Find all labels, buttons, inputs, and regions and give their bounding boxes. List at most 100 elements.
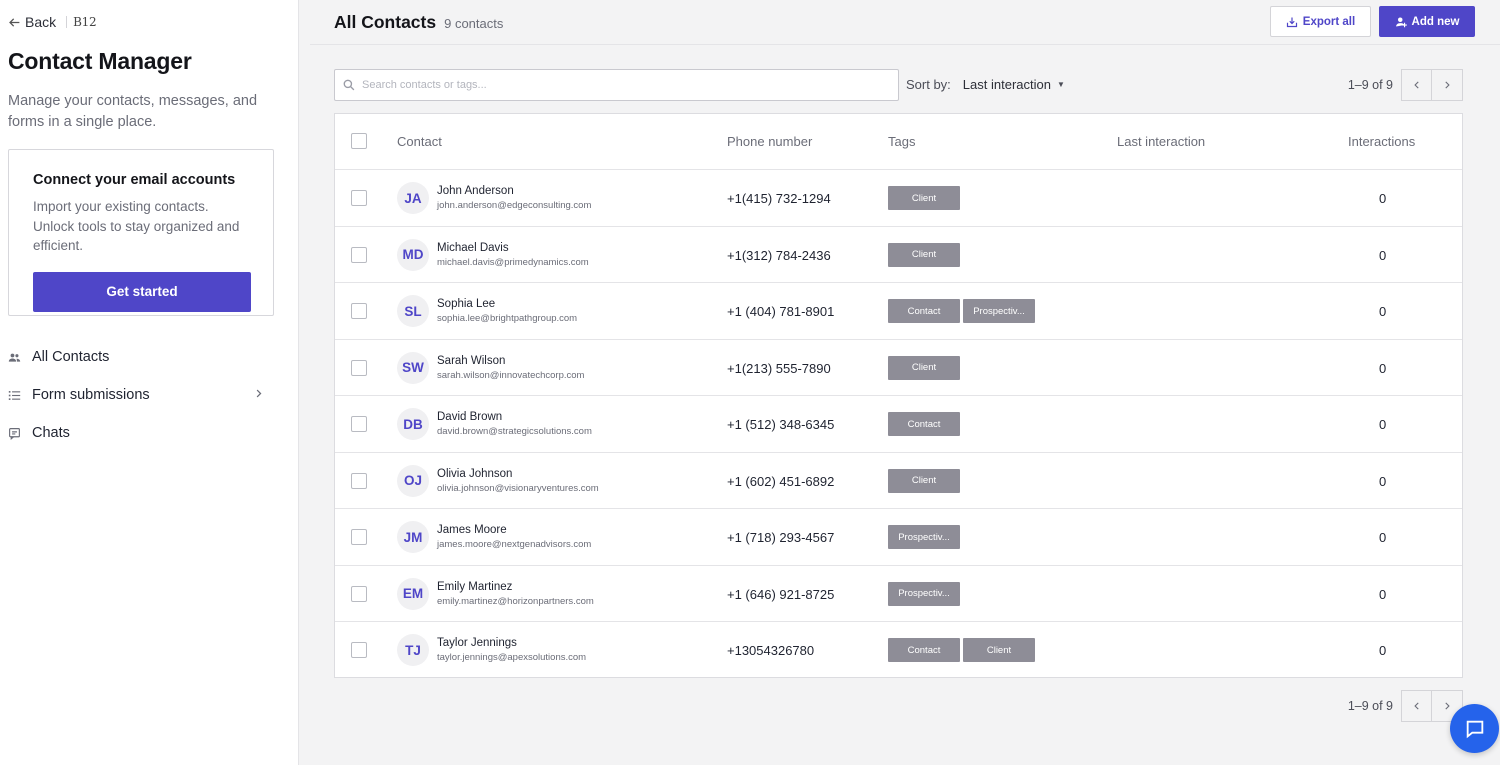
phone-number: +1 (602) 451-6892 <box>727 473 835 489</box>
contacts-table: Contact Phone number Tags Last interacti… <box>334 113 1463 678</box>
app-description: Manage your contacts, messages, and form… <box>8 93 258 130</box>
pagination-bottom: 1–9 of 9 <box>1348 690 1463 722</box>
tags-cell: Client <box>888 355 960 380</box>
interactions-count: 0 <box>1379 304 1387 319</box>
chat-widget-button[interactable] <box>1450 704 1499 753</box>
table-row[interactable]: MD Michael Davis michael.davis@primedynami… <box>335 227 1462 283</box>
contact-email: david.brown@strategicsolutions.com <box>437 426 592 437</box>
tag-badge[interactable]: Client <box>888 355 960 380</box>
select-all-checkbox[interactable] <box>351 133 367 149</box>
tag-badge[interactable]: Contact <box>888 638 960 662</box>
table-row[interactable]: SW Sarah Wilson sarah.wilson@innovatechcor… <box>335 340 1462 396</box>
search-input[interactable] <box>362 79 882 91</box>
contact-name[interactable]: Olivia Johnson <box>437 467 513 480</box>
sort-dropdown[interactable]: Last interaction <box>962 77 1051 92</box>
export-all-button[interactable]: Export all <box>1270 6 1371 37</box>
tag-badge[interactable]: Contact <box>888 299 960 323</box>
contact-name[interactable]: Taylor Jennings <box>437 637 517 649</box>
row-checkbox[interactable] <box>351 190 367 206</box>
contact-name[interactable]: Sophia Lee <box>437 298 496 310</box>
chevron-left-icon <box>1413 702 1419 710</box>
table-body: JA John Anderson john.anderson@edgeconsult… <box>335 170 1462 679</box>
column-header-last-interaction[interactable]: Last interaction <box>1117 134 1206 149</box>
tag-badge[interactable]: Client <box>888 468 960 493</box>
interactions-count: 0 <box>1379 473 1387 489</box>
avatar: MD <box>397 238 429 271</box>
avatar: JA <box>397 182 429 214</box>
export-icon <box>1286 16 1298 28</box>
avatar: JM <box>397 521 429 553</box>
tag-badge[interactable]: Client <box>888 186 960 210</box>
add-label: Add new <box>1411 15 1460 28</box>
row-checkbox[interactable] <box>351 303 367 319</box>
tag-badge[interactable]: Prospectiv... <box>888 581 960 606</box>
tag-badge[interactable]: Prospectiv... <box>963 299 1035 323</box>
tags-cell: Prospectiv... <box>888 525 960 549</box>
table-row[interactable]: SL Sophia Lee sophia.lee@brightpathgroup.c… <box>335 283 1462 340</box>
contact-name[interactable]: Sarah Wilson <box>437 354 506 367</box>
sidebar-item-chats[interactable]: Chats <box>0 414 298 452</box>
header-actions: Export all Add new <box>1270 6 1475 37</box>
tags-cell: Contact Prospectiv... <box>888 299 1035 323</box>
search-icon <box>343 79 355 91</box>
sidebar-item-label: Form submissions <box>32 387 150 403</box>
table-header: Contact Phone number Tags Last interacti… <box>335 114 1462 170</box>
contact-email: sophia.lee@brightpathgroup.com <box>437 313 578 324</box>
tags-cell: Client <box>888 186 960 210</box>
get-started-button[interactable]: Get started <box>33 271 251 312</box>
sort-label: Sort by: <box>906 77 951 92</box>
row-checkbox[interactable] <box>351 529 367 545</box>
phone-number: +1 (718) 293-4567 <box>727 530 835 545</box>
row-checkbox[interactable] <box>351 585 367 602</box>
interactions-count: 0 <box>1379 530 1387 545</box>
table-row[interactable]: TJ Taylor Jennings taylor.jennings@apexsol… <box>335 622 1462 679</box>
next-page-button[interactable] <box>1432 69 1463 101</box>
row-checkbox[interactable] <box>351 642 367 658</box>
phone-number: +1(312) 784-2436 <box>727 247 831 263</box>
chevron-left-icon <box>1413 81 1419 89</box>
export-label: Export all <box>1302 15 1356 28</box>
sidebar-item-form-submissions[interactable]: Form submissions <box>0 376 298 414</box>
interactions-count: 0 <box>1379 586 1387 602</box>
row-checkbox[interactable] <box>351 472 367 489</box>
column-header-contact[interactable]: Contact <box>397 134 442 149</box>
row-checkbox[interactable] <box>351 416 367 432</box>
column-header-interactions[interactable]: Interactions <box>1348 134 1416 149</box>
contact-name[interactable]: Michael Davis <box>437 241 509 254</box>
divider <box>66 16 68 28</box>
tag-badge[interactable]: Client <box>963 638 1035 662</box>
page-header: All Contacts 9 contacts Export all Add n… <box>310 0 1500 45</box>
interactions-count: 0 <box>1379 417 1387 432</box>
sidebar-item-all-contacts[interactable]: All Contacts <box>0 338 298 376</box>
tags-cell: Prospectiv... <box>888 581 960 606</box>
row-checkbox[interactable] <box>351 246 367 263</box>
table-row[interactable]: DB David Brown david.brown@strategicsoluti… <box>335 396 1462 453</box>
sidebar-top-bar: Back B12 <box>0 0 298 44</box>
table-row[interactable]: JM James Moore james.moore@nextgenadvisors… <box>335 509 1462 566</box>
chevron-right-icon <box>1445 702 1450 710</box>
column-header-tags[interactable]: Tags <box>888 134 916 149</box>
table-row[interactable]: JA John Anderson john.anderson@edgeconsult… <box>335 170 1462 227</box>
promo-title: Connect your email accounts <box>33 172 236 188</box>
contact-name[interactable]: Emily Martinez <box>437 580 513 593</box>
back-button[interactable]: Back <box>8 14 56 30</box>
tag-badge[interactable]: Prospectiv... <box>888 525 960 549</box>
tag-badge[interactable]: Client <box>888 242 960 267</box>
contact-name[interactable]: James Moore <box>437 524 507 536</box>
table-row[interactable]: EM Emily Martinez emily.martinez@horizonpa… <box>335 566 1462 622</box>
prev-page-button[interactable] <box>1401 690 1432 722</box>
sidebar: Back B12 Contact Manager Manage your con… <box>0 0 299 765</box>
tag-badge[interactable]: Contact <box>888 412 960 436</box>
row-checkbox[interactable] <box>351 359 367 376</box>
pagination-range: 1–9 of 9 <box>1347 78 1393 92</box>
phone-number: +1(213) 555-7890 <box>727 360 831 376</box>
column-header-phone[interactable]: Phone number <box>727 134 813 149</box>
contact-count: 9 contacts <box>444 16 504 31</box>
table-row[interactable]: OJ Olivia Johnson olivia.johnson@visionary… <box>335 453 1462 509</box>
prev-page-button[interactable] <box>1401 69 1432 101</box>
contact-name[interactable]: David Brown <box>437 411 503 423</box>
add-new-button[interactable]: Add new <box>1379 6 1475 37</box>
tags-cell: Client <box>888 468 960 493</box>
avatar: TJ <box>397 634 429 666</box>
contact-name[interactable]: John Anderson <box>437 185 514 197</box>
